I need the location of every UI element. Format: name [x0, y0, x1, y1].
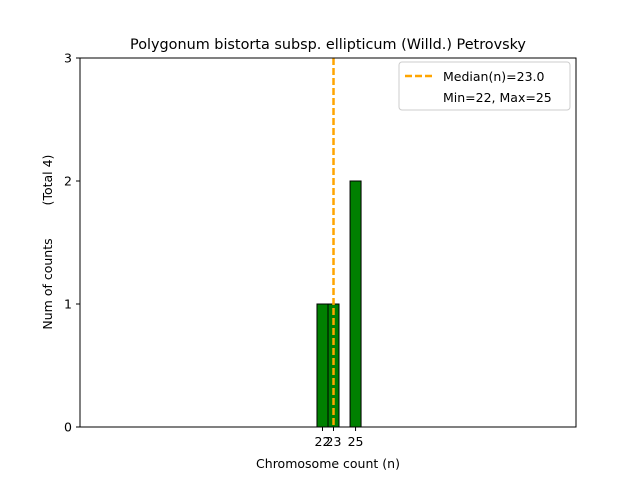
legend: Median(n)=23.0 Min=22, Max=25 — [398, 61, 571, 111]
y-axis-ticks: 0 1 2 3 — [64, 51, 80, 435]
y-tick-label: 0 — [64, 420, 72, 435]
x-tick-label: 22 — [315, 434, 331, 449]
x-tick-label: 25 — [348, 434, 364, 449]
y-tick-label: 3 — [64, 51, 72, 66]
legend-median-label: Median(n)=23.0 — [443, 69, 544, 84]
chart-title: Polygonum bistorta subsp. ellipticum (Wi… — [130, 37, 526, 53]
x-tick-label: 23 — [326, 434, 342, 449]
legend-range-label: Min=22, Max=25 — [443, 90, 552, 105]
bar-25 — [349, 180, 362, 428]
y-tick-label: 1 — [64, 297, 72, 312]
bar-22 — [316, 303, 329, 428]
y-tick-label: 2 — [64, 174, 72, 189]
y-axis-label: Num of counts — [40, 238, 55, 329]
y-axis-total-label: (Total 4) — [40, 155, 55, 206]
legend-box — [398, 61, 571, 111]
axes-frame — [79, 57, 577, 428]
x-axis-label: Chromosome count (n) — [256, 456, 400, 471]
